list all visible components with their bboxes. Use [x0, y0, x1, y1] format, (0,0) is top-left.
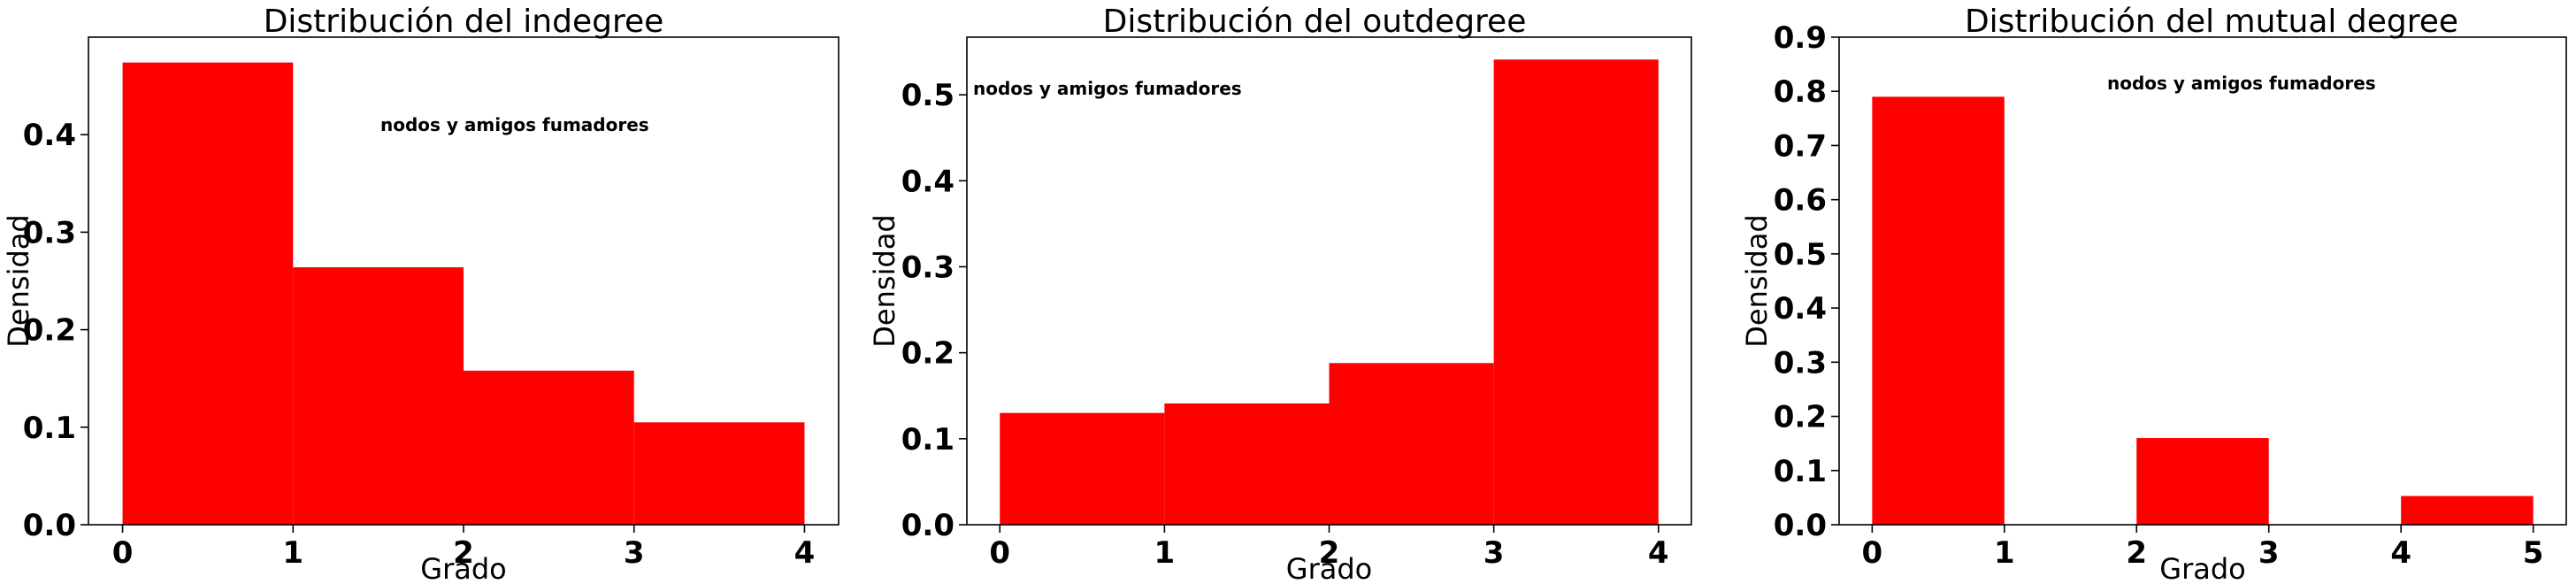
y-tick-label: 0.3	[1774, 345, 1827, 380]
y-tick-label: 0.0	[23, 508, 76, 543]
x-axis-label: Grado	[2159, 552, 2245, 584]
x-tick-label: 0	[112, 535, 134, 571]
y-tick-label: 0.6	[1774, 183, 1827, 219]
chart-annotation: nodos y amigos fumadores	[2107, 73, 2376, 94]
x-tick-label: 5	[2523, 535, 2544, 571]
y-tick-label: 0.2	[901, 336, 954, 372]
histogram-mutual-degree: 0.0 0.1 0.2 0.3 0.4 0.5 0.6 0.7 0.8 0.9 0 1 2 3 4 5 Dist…	[1740, 4, 2567, 584]
y-axis-label: Densidad	[1740, 214, 1774, 347]
y-tick-label: 0.5	[1774, 237, 1827, 273]
y-tick-label: 0.1	[23, 411, 76, 446]
histogram-bar	[1329, 363, 1494, 525]
histogram-indegree: 0.0 0.1 0.2 0.3 0.4 0 1 2 3 4 Distribución del ind…	[2, 4, 840, 584]
histogram-bar	[1872, 96, 2005, 525]
y-tick-label: 0.2	[1774, 400, 1827, 435]
chart-panel-indegree: 0.0 0.1 0.2 0.3 0.4 0 1 2 3 4 Distribución del ind…	[0, 0, 858, 584]
y-tick-label: 0.5	[901, 78, 954, 113]
y-axis-label: Densidad	[2, 214, 35, 347]
y-tick-label: 0.7	[1774, 128, 1827, 164]
x-axis-label: Grado	[1286, 552, 1372, 584]
y-tick-label: 0.0	[901, 508, 954, 543]
x-tick-label: 0	[1862, 535, 1883, 571]
histogram-bar	[293, 267, 464, 525]
x-tick-label: 3	[1484, 535, 1505, 571]
x-tick-label: 4	[1648, 535, 1669, 571]
chart-title: Distribución del outdegree	[1103, 4, 1527, 40]
histogram-bar	[2136, 438, 2269, 525]
x-tick-label: 2	[2126, 535, 2147, 571]
chart-title: Distribución del indegree	[264, 4, 664, 40]
histogram-bar	[1164, 403, 1330, 525]
histogram-bar	[464, 370, 634, 525]
x-tick-label: 1	[282, 535, 303, 571]
plot-frame	[1838, 36, 2567, 526]
y-tick-label: 0.2	[23, 313, 76, 349]
y-tick-label: 0.8	[1774, 74, 1827, 110]
y-tick-label: 0.9	[1774, 20, 1827, 56]
y-tick-label: 0.1	[901, 422, 954, 457]
x-tick-label: 3	[2258, 535, 2280, 571]
chart-annotation: nodos y amigos fumadores	[973, 78, 1242, 99]
x-tick-label: 0	[989, 535, 1010, 571]
chart-annotation: nodos y amigos fumadores	[380, 114, 649, 135]
histogram-outdegree: 0.0 0.1 0.2 0.3 0.4 0.5 0 1 2 3 4 Distribución del …	[868, 4, 1692, 584]
x-axis-label: Grado	[420, 552, 506, 584]
histogram-bar	[2401, 496, 2534, 525]
y-tick-label: 0.4	[1774, 291, 1827, 327]
y-axis-label: Densidad	[868, 214, 901, 347]
y-tick-label: 0.3	[23, 215, 76, 250]
y-tick-label: 0.1	[1774, 454, 1827, 489]
histogram-bar	[1493, 59, 1659, 526]
x-tick-label: 4	[794, 535, 816, 571]
histogram-bar	[122, 62, 294, 526]
y-tick-label: 0.4	[901, 164, 954, 199]
y-tick-label: 0.3	[901, 250, 954, 285]
x-tick-label: 1	[1994, 535, 2015, 571]
x-tick-label: 4	[2390, 535, 2411, 571]
histogram-bar	[1000, 412, 1165, 525]
x-tick-label: 1	[1154, 535, 1176, 571]
chart-panel-outdegree: 0.0 0.1 0.2 0.3 0.4 0.5 0 1 2 3 4 Distribución del …	[858, 0, 1716, 584]
x-tick-label: 2	[453, 535, 474, 571]
y-tick-label: 0.0	[1774, 508, 1827, 543]
y-tick-label: 0.4	[23, 118, 76, 153]
x-tick-label: 2	[1319, 535, 1340, 571]
histogram-bar	[633, 422, 805, 525]
x-tick-label: 3	[624, 535, 645, 571]
chart-title: Distribución del mutual degree	[1965, 4, 2458, 40]
chart-panel-mutual-degree: 0.0 0.1 0.2 0.3 0.4 0.5 0.6 0.7 0.8 0.9 0 1 2 3 4 5 Dist…	[1716, 0, 2576, 584]
